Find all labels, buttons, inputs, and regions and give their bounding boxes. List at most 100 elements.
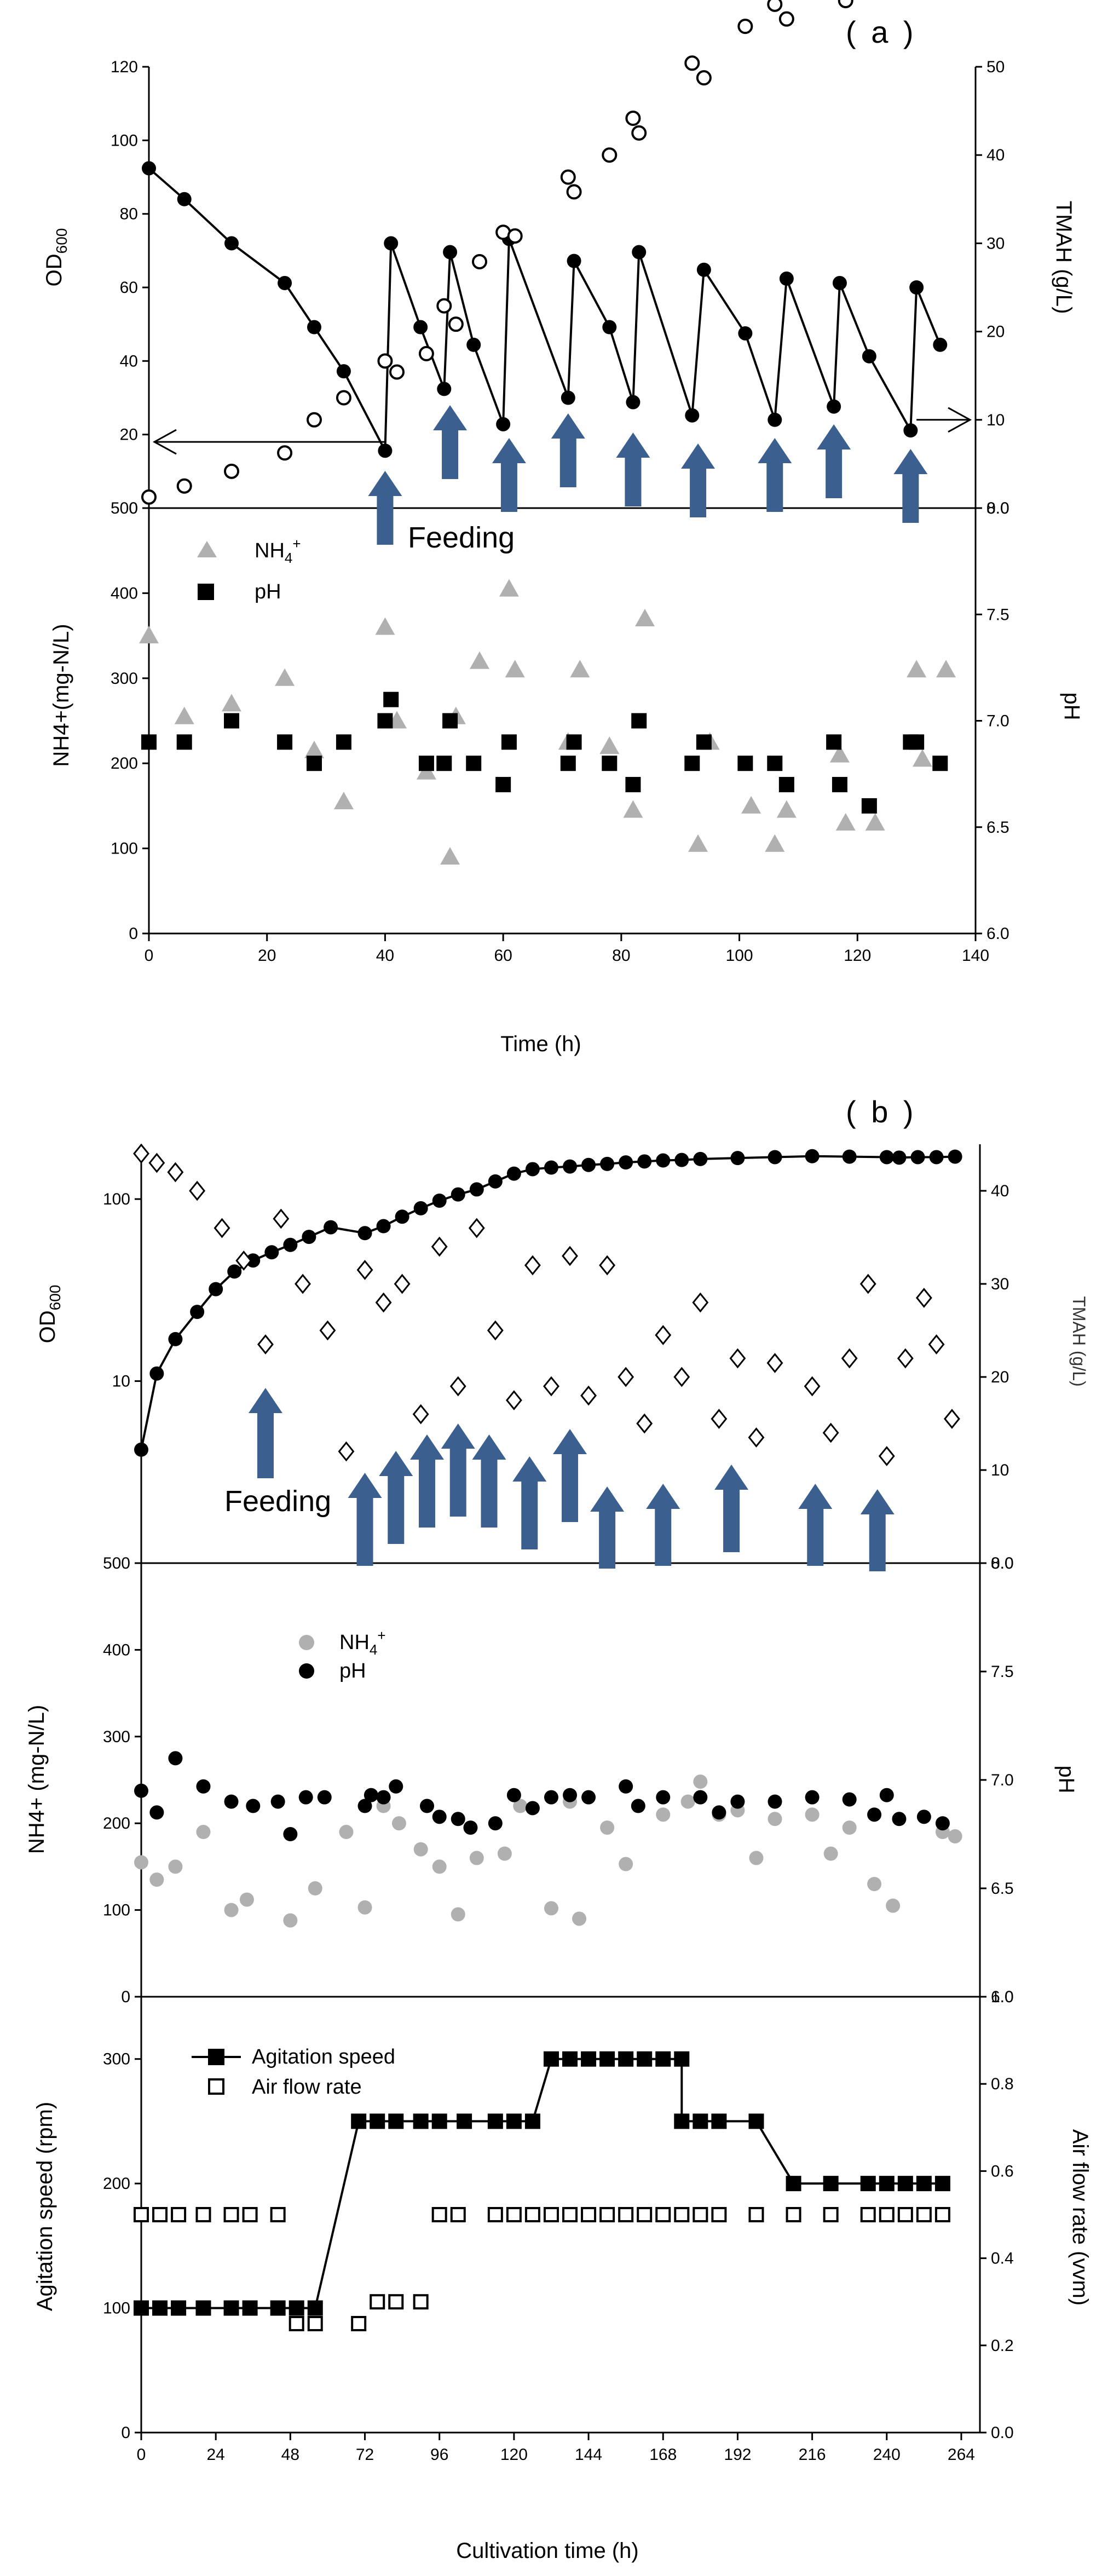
b-airflow-point <box>307 2316 323 2331</box>
a-nh4-point <box>912 749 932 767</box>
tmah-axis-title-a: TMAH (g/L) <box>1052 201 1076 314</box>
annotations-layer <box>152 405 972 1571</box>
a-top-ytick-label: 40 <box>120 352 138 370</box>
b-mid-rtick-label: 7.0 <box>991 1771 1014 1789</box>
b-airflow-point <box>388 2294 404 2310</box>
b-agitation-point <box>487 2113 503 2129</box>
b-agitation-point <box>457 2113 472 2129</box>
a-nh4-point <box>499 579 519 597</box>
a-tmah-point <box>632 245 647 260</box>
b-od-point <box>506 1166 521 1181</box>
legend-airflow-label: Air flow rate <box>252 2076 362 2099</box>
a-nh4-point <box>375 617 395 635</box>
a-tmah-point <box>768 412 782 427</box>
b-od-point <box>190 1305 205 1319</box>
b-od-point <box>357 1226 372 1241</box>
svg-text:OD600: OD600 <box>42 228 70 287</box>
b-ph-point <box>389 1779 403 1794</box>
b-feeding-arrow <box>472 1434 506 1528</box>
b-agitation-point <box>562 2051 578 2067</box>
a-tmah-point <box>278 275 292 290</box>
b-airflow-point <box>879 2207 895 2222</box>
b-ph-point <box>656 1790 671 1805</box>
b-nh4-point <box>432 1859 447 1874</box>
a-bot-xtick-label: 0 <box>145 947 154 965</box>
b-ph-point <box>451 1812 465 1826</box>
b-nh4-point <box>224 1903 239 1917</box>
a-od-point <box>448 316 464 332</box>
b-agitation-point <box>916 2176 932 2192</box>
a-ph-point <box>466 756 482 771</box>
b-bot-xtick-label: 192 <box>724 2446 751 2464</box>
b-mid-rtick-label: 6.5 <box>991 1880 1014 1898</box>
b-agitation-point <box>171 2300 187 2316</box>
a-top-ytick-label: 80 <box>120 205 138 223</box>
a-ph-point <box>501 734 517 750</box>
a-od-point <box>737 19 753 34</box>
x-axis-title-a: Time (h) <box>500 1032 581 1056</box>
b-od-point <box>892 1150 907 1165</box>
a-od-point <box>625 111 641 126</box>
a-od-point <box>377 353 393 369</box>
b-tmah-point <box>319 1320 336 1341</box>
b-agitation-point <box>748 2113 764 2129</box>
b-nh4-point <box>948 1829 962 1843</box>
b-nh4-point <box>308 1881 322 1895</box>
a-nh4-point <box>623 800 643 818</box>
a-top-ytick-label: 20 <box>120 426 138 444</box>
b-bot-xtick-label: 72 <box>356 2446 374 2464</box>
b-airflow-point <box>524 2207 540 2222</box>
b-tmah-point <box>214 1218 230 1238</box>
b-ph-point <box>283 1827 298 1841</box>
b-tmah-point <box>822 1422 839 1443</box>
a-bot-rtick-label: 7.5 <box>986 606 1009 624</box>
b-feeding-arrow-shape <box>248 1388 282 1478</box>
b-tmah-point <box>580 1385 597 1406</box>
b-top-ytick-label: 100 <box>103 1190 130 1208</box>
b-ph-point <box>432 1809 447 1824</box>
b-nh4-point <box>357 1900 372 1915</box>
b-od-point <box>910 1150 925 1165</box>
a-tmah-point <box>561 390 575 405</box>
a-nh4-point <box>688 834 708 852</box>
a-feeding-arrow-shape <box>616 433 650 506</box>
a-od-point <box>566 184 582 200</box>
b-tmah-point <box>692 1292 709 1313</box>
a-ph-point <box>141 734 157 750</box>
a-nh4-point <box>936 660 956 678</box>
b-ph-point <box>168 1751 183 1766</box>
a-nh4-point <box>440 847 460 865</box>
b-nh4-point <box>513 1799 528 1813</box>
b-airflow-point <box>748 2207 764 2222</box>
a-ph-point <box>277 734 293 750</box>
b-nh4-point <box>600 1820 615 1835</box>
b-feeding-arrow-shape <box>410 1434 445 1528</box>
b-ph-point <box>317 1790 332 1805</box>
a-od-point <box>141 489 157 505</box>
legend-sub-4-b: 4 <box>370 1641 377 1658</box>
b-bot-rtick-label: 0.0 <box>991 2424 1014 2442</box>
b-tmah-point <box>375 1292 392 1313</box>
b-bot-rtick-label: 1.0 <box>991 1988 1014 2006</box>
b-ph-point <box>935 1816 950 1831</box>
b-nh4-point <box>413 1842 428 1857</box>
a-tmah-point <box>224 236 239 251</box>
a-ph-point <box>495 777 511 793</box>
b-agitation-point <box>307 2300 323 2316</box>
a-ph-point <box>307 756 322 771</box>
a-nh4-point <box>835 812 856 831</box>
b-od-point <box>730 1151 745 1166</box>
b-tmah-point <box>257 1334 274 1355</box>
b-feeding-arrow <box>410 1434 445 1528</box>
b-feeding-arrow-shape <box>860 1489 895 1571</box>
a-od-point <box>631 125 647 141</box>
a-tmah-point <box>738 326 753 341</box>
legend-nh: NH <box>255 539 285 562</box>
a-od-point <box>696 70 712 86</box>
b-tmah-point <box>167 1162 184 1183</box>
b-nh4-point <box>572 1911 587 1926</box>
a-ph-point <box>224 713 239 729</box>
ph-axis-title-a: pH <box>1060 692 1084 720</box>
b-tmah-point <box>804 1376 821 1397</box>
b-feeding-arrow-shape <box>379 1451 413 1544</box>
